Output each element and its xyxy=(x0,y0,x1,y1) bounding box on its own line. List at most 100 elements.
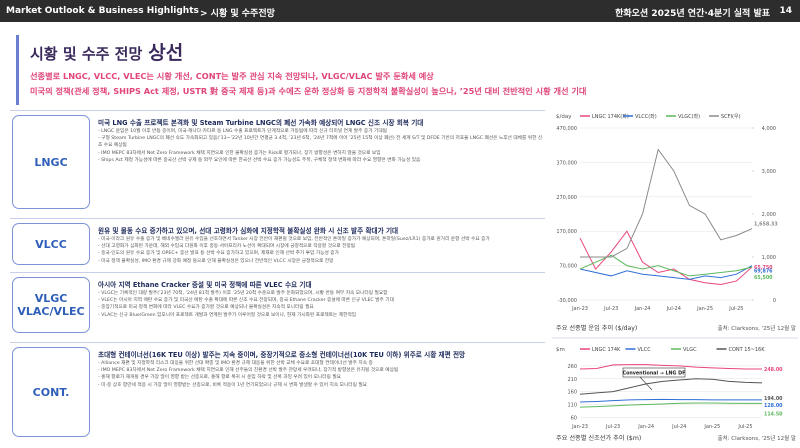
series-line xyxy=(579,265,753,280)
section-heading: 미국 LNG 수출 프로젝트 본격화 및 Steam Turbine LNGC의… xyxy=(98,119,424,127)
bullet: - 홍해 항로가 재개될 경우 가장 많이 영향 받는 선종으로, 홍해 항로 … xyxy=(98,375,341,381)
series-line xyxy=(579,364,762,370)
y-tick-label: 260 xyxy=(567,364,577,370)
x-tick-label: Jul-24 xyxy=(666,306,681,312)
bullet: - VLAC는 신규 Blue/Green 암모니아 프로젝트 개발과 연계된 … xyxy=(98,312,357,318)
bullet: - VLEC는 아시아 지역 에탄 수요 증가 및 미국산 에탄 수출 확대에 … xyxy=(98,298,394,304)
bullet-list: - 미국·이라크 원유 수출 증가 및 베네수엘라 원유 수입을 선호하면서 T… xyxy=(98,236,543,265)
bullet: - 구형 Steam Turbine LNGC의 폐선 속도 가속화되고 있음(… xyxy=(98,136,543,149)
x-tick-label: Jan-24 xyxy=(634,306,651,312)
annotation: Conventional → LNG DF xyxy=(623,371,686,377)
x-tick-label: Jul-23 xyxy=(603,306,618,312)
x-tick-label: Jan-23 xyxy=(571,306,588,312)
y-tick-label: 110 xyxy=(567,403,577,409)
bullet: - 선대 고령화가 심화된 가운데, 해외 수입국 다원화 이후 중동·서아프리… xyxy=(98,244,356,250)
breadcrumb: > 시황 및 수주전망 xyxy=(200,9,275,19)
bullet: - IMO MEPC 83차에서 Net Zero Framework 채택 지… xyxy=(98,150,381,156)
chart-source: 출처: Clarksons, ’25년 12월 말 xyxy=(718,324,796,332)
bullet: - Ships Act 제정 가능성에 따른 중국산 선박 규제 등 외부 요인… xyxy=(98,157,421,163)
legend-label: VLCC(좌) xyxy=(635,113,657,120)
x-tick-label: Jan-25 xyxy=(696,306,713,312)
y2-tick-label: 1,000 xyxy=(762,255,776,261)
legend-label: LNGC 174K(좌) xyxy=(592,113,629,120)
legend-label: VLGC xyxy=(683,347,697,353)
section-heading: 초대형 컨테이너선(16K TEU 이상) 발주는 지속 중이며, 중장기적으로… xyxy=(98,351,466,359)
x-tick-label: Jan-23 xyxy=(571,424,588,430)
legend-label: SCFI(우) xyxy=(721,114,741,120)
legend-label: VLCC xyxy=(638,347,652,353)
subtitle: 선종별로 LNGC, VLCC, VLEC는 시황 개선, CONT는 발주 관… xyxy=(30,71,434,81)
annotation-box xyxy=(622,367,686,378)
x-tick-label: Jul-23 xyxy=(605,424,620,430)
series-line xyxy=(579,398,762,403)
bullet: - LNGC 운임은 10월 이후 반등 중이며, 미국·캐나다·카타르 등 L… xyxy=(98,129,387,134)
end-value-label: 1,658.33 xyxy=(754,222,778,228)
legend-label: LNGC 174K xyxy=(592,347,621,353)
end-value-label: 65,500 xyxy=(754,275,773,281)
y-tick-label: 160 xyxy=(567,390,577,396)
bullet-list: - Alliance 재편 및 지정학적 리스크 대응을 위한 선대 확충 및 … xyxy=(98,360,543,389)
bullet: - IMO MEPC 83차에서 Net Zero Framework 채택 지… xyxy=(98,368,399,374)
header: Market Outlook & Business Highlights > 시… xyxy=(0,0,800,22)
title: 시황 및 수주 전망 상선 xyxy=(30,38,183,65)
series-line xyxy=(579,402,762,408)
bullet: - 미·중 상호 항만세 적용 시 가장 많이 영향받는 선종으로, 비록 적용… xyxy=(98,382,367,388)
end-value-label: 69,876 xyxy=(754,269,773,275)
end-value-label: 65,750 xyxy=(754,265,773,271)
y-tick-label: -30,000 xyxy=(558,298,577,304)
y2-tick-label: 3,000 xyxy=(762,169,776,175)
subtitle: 미국의 정책(관세 정책, SHIPS Act 제정, USTR 對 중국 제재… xyxy=(30,86,587,96)
section-label: CONT. xyxy=(12,347,90,437)
chart-caption: 주요 선종별 신조선가 추이 ($m) xyxy=(556,434,641,442)
y-tick-label: 60 xyxy=(571,415,577,421)
accent-bar xyxy=(16,35,19,105)
y-tick-label: 470,000 xyxy=(556,126,577,132)
bullet: - 중장기적으로 미국 정책 변화에 따라 VLEC 수요가 증가할 것으로 예… xyxy=(98,305,314,311)
end-value-label: 248.00 xyxy=(764,367,783,373)
series-line xyxy=(579,378,763,395)
end-value-label: 194.00 xyxy=(764,396,783,402)
y-tick-label: 70,000 xyxy=(560,264,578,270)
x-tick-label: Jul-25 xyxy=(737,424,752,430)
section-label: VLGC VLAC/VLEC xyxy=(12,277,90,333)
section-label: VLCC xyxy=(12,223,90,265)
section-heading: 아시아 지역 Ethane Cracker 증설 및 미국 정책에 따른 VLE… xyxy=(98,281,312,289)
section: LNGC 미국 LNG 수출 프로젝트 본격화 및 Steam Turbine L… xyxy=(10,110,545,215)
title-text: 시황 및 수주 전망 xyxy=(30,45,143,63)
legend-label: VLGC(좌) xyxy=(678,113,700,120)
x-tick-label: Jul-24 xyxy=(671,424,686,430)
company: 한화오션 2025년 연간·4분기 실적 발표 xyxy=(615,9,770,19)
unit-label: $m xyxy=(556,347,565,353)
section: VLCC 원유 및 물동 수요 증가하고 있으며, 선대 고령화가 심화에 지정학… xyxy=(10,218,545,271)
y-tick-label: 210 xyxy=(567,377,577,383)
bullet-list: - VLGC는 기록적인 대량 발주(’23년 70척, ’24년 81척 발주… xyxy=(98,290,543,319)
section-label: LNGC xyxy=(12,115,90,209)
y-tick-label: 270,000 xyxy=(556,195,577,201)
bullet: - 미국·이라크 원유 수출 증가 및 베네수엘라 원유 수입을 선호하면서 T… xyxy=(98,237,490,242)
section: VLGC VLAC/VLEC 아시아 지역 Ethane Cracker 증설 및… xyxy=(10,272,545,339)
chart-caption: 주요 선종별 운임 추이 ($/day) xyxy=(556,324,637,332)
x-tick-label: Jul-25 xyxy=(728,306,743,312)
y2-tick-label: 0 xyxy=(773,298,776,304)
series-line xyxy=(580,148,753,258)
section-heading: 원유 및 물동 수요 증가하고 있으며, 선대 고령화가 심화에 지정학적 불확… xyxy=(98,227,399,235)
section: CONT. 초대형 컨테이너선(16K TEU 이상) 발주는 지속 중이며, 중… xyxy=(10,342,545,443)
y2-tick-label: 2,000 xyxy=(762,212,776,218)
bullet-list: - LNGC 운임은 10월 이후 반등 중이며, 미국·캐나다·카타르 등 L… xyxy=(98,128,543,164)
bullet: - 중국·인도의 원유 수요 증가 및 OPEC+ 증산 발표 등 선박 수요 … xyxy=(98,251,339,257)
series-line xyxy=(579,254,753,277)
y-tick-label: 370,000 xyxy=(556,160,577,166)
y-tick-label: 170,000 xyxy=(556,229,577,235)
unit-label: $/day xyxy=(556,114,572,120)
end-value-label: 128.00 xyxy=(764,403,783,409)
header-section: Market Outlook & Business Highlights xyxy=(6,6,199,16)
y2-tick-label: 4,000 xyxy=(762,126,776,132)
page-number: 14 xyxy=(779,6,792,16)
title-emphasis: 상선 xyxy=(148,42,184,64)
series-line xyxy=(579,230,753,286)
end-value-label: 114.50 xyxy=(764,411,783,417)
x-tick-label: Jan-25 xyxy=(703,424,720,430)
annotation-arrow xyxy=(639,376,653,391)
bullet: - VLGC는 기록적인 대량 발주(’23년 70척, ’24년 81척 발주… xyxy=(98,291,388,296)
